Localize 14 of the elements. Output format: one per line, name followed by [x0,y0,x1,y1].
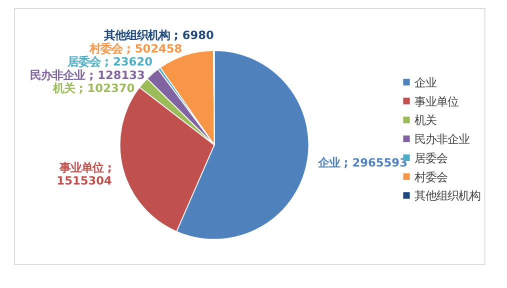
legend-label: 事业单位 [414,94,459,108]
legend-label: 居委会 [414,150,448,165]
legend-label: 其他组织机构 [414,188,481,203]
data-label: 其他组织机构 ; 6980 [102,28,214,42]
legend-label: 企业 [414,75,437,90]
data-label: 民办非企业 ; 128133 [30,68,145,82]
legend-label: 民办非企业 [414,132,470,146]
legend-label: 村委会 [414,170,448,184]
data-label: 机关 ; 102370 [52,81,135,96]
legend-label: 机关 [414,113,437,128]
data-label: 企业 ; 2965593 [316,156,408,170]
data-label: 村委会 ; 502458 [88,41,182,56]
data-label: 事业单位 ; 1515304 [56,160,112,188]
data-label: 居委会 ; 23620 [66,54,153,69]
